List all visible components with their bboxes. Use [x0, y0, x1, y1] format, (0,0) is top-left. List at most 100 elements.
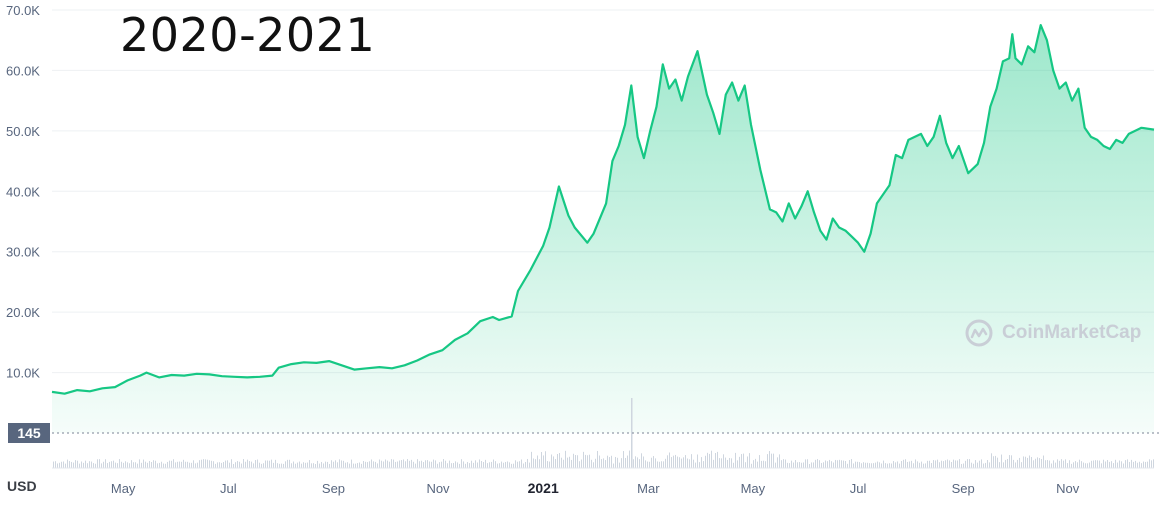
volume-bar: [749, 453, 750, 468]
volume-bar: [927, 460, 928, 468]
x-tick-label: Mar: [637, 481, 660, 496]
volume-bar: [761, 460, 762, 468]
volume-bar: [633, 459, 634, 468]
volume-bar: [277, 463, 278, 468]
volume-bar: [141, 462, 142, 468]
volume-bar: [923, 463, 924, 468]
volume-bar: [1073, 462, 1074, 468]
volume-bar: [1017, 459, 1018, 468]
volume-bar: [831, 461, 832, 468]
volume-bar: [991, 453, 992, 468]
volume-bar: [973, 463, 974, 468]
volume-bar: [1063, 460, 1064, 468]
volume-bar: [501, 461, 502, 468]
volume-bar: [89, 461, 90, 468]
volume-bar: [719, 458, 720, 468]
volume-bar: [429, 461, 430, 468]
volume-bar: [623, 451, 624, 468]
volume-bar: [601, 459, 602, 468]
volume-bar: [803, 462, 804, 468]
volume-bar: [1107, 460, 1108, 468]
volume-bar: [169, 460, 170, 468]
volume-bar: [1133, 461, 1134, 468]
volume-marker-badge: [8, 423, 50, 443]
volume-bar: [285, 461, 286, 468]
volume-bar: [157, 463, 158, 468]
volume-bar: [509, 462, 510, 468]
volume-bar: [307, 462, 308, 468]
volume-bar: [253, 463, 254, 468]
volume-bar: [1055, 462, 1056, 468]
volume-bar: [989, 462, 990, 468]
volume-bar: [913, 463, 914, 468]
volume-bar: [301, 463, 302, 468]
volume-bar: [809, 463, 810, 468]
volume-bar: [273, 462, 274, 468]
volume-bar: [397, 461, 398, 468]
volume-bar: [517, 461, 518, 468]
volume-bar: [403, 459, 404, 468]
volume-bar: [171, 460, 172, 468]
x-tick-label: Nov: [426, 481, 450, 496]
volume-bar: [365, 461, 366, 468]
volume-bar: [1141, 463, 1142, 468]
volume-bar: [933, 460, 934, 468]
volume-bar: [395, 461, 396, 468]
volume-bar: [231, 459, 232, 468]
volume-bar: [861, 463, 862, 468]
volume-bar: [839, 459, 840, 468]
volume-bar: [245, 461, 246, 468]
volume-bar: [363, 460, 364, 468]
volume-bar: [559, 453, 560, 468]
volume-bar: [1089, 462, 1090, 468]
volume-bar: [487, 463, 488, 468]
volume-bar: [701, 457, 702, 468]
volume-bar: [209, 460, 210, 468]
volume-bar: [279, 463, 280, 468]
volume-bar: [885, 463, 886, 468]
volume-bar: [347, 462, 348, 468]
volume-bar: [1085, 463, 1086, 468]
volume-bar: [113, 460, 114, 468]
volume-bar: [725, 457, 726, 468]
volume-bar: [939, 462, 940, 468]
volume-bar: [313, 463, 314, 468]
volume-bar: [409, 460, 410, 468]
volume-bar: [729, 457, 730, 468]
volume-bar: [79, 463, 80, 468]
volume-bar: [621, 458, 622, 468]
volume-bar: [159, 462, 160, 468]
volume-bar: [233, 463, 234, 468]
volume-bar: [823, 462, 824, 468]
volume-bar: [891, 463, 892, 468]
volume-bar: [87, 463, 88, 468]
price-area: [51, 24, 1155, 433]
volume-bar: [145, 461, 146, 468]
volume-bar: [565, 450, 566, 468]
volume-bar: [605, 460, 606, 468]
volume-bar: [1033, 460, 1034, 468]
volume-bar: [543, 455, 544, 468]
volume-bar: [551, 454, 552, 468]
volume-bar: [1007, 459, 1008, 468]
volume-bar: [1047, 460, 1048, 468]
volume-bar: [767, 454, 768, 468]
volume-bar: [941, 460, 942, 468]
volume-bar: [573, 453, 574, 468]
volume-bar: [735, 452, 736, 468]
volume-bar: [455, 461, 456, 468]
volume-bar: [329, 463, 330, 468]
volume-bar: [911, 460, 912, 468]
volume-bar: [341, 460, 342, 468]
volume-bar: [833, 462, 834, 468]
volume-bar: [859, 462, 860, 468]
volume-bar: [857, 461, 858, 468]
volume-bar: [387, 460, 388, 468]
volume-bar: [627, 455, 628, 468]
volume-bar: [599, 455, 600, 468]
volume-bar: [775, 462, 776, 468]
volume-bar: [413, 461, 414, 468]
volume-bar: [929, 460, 930, 468]
volume-bar: [1081, 461, 1082, 468]
